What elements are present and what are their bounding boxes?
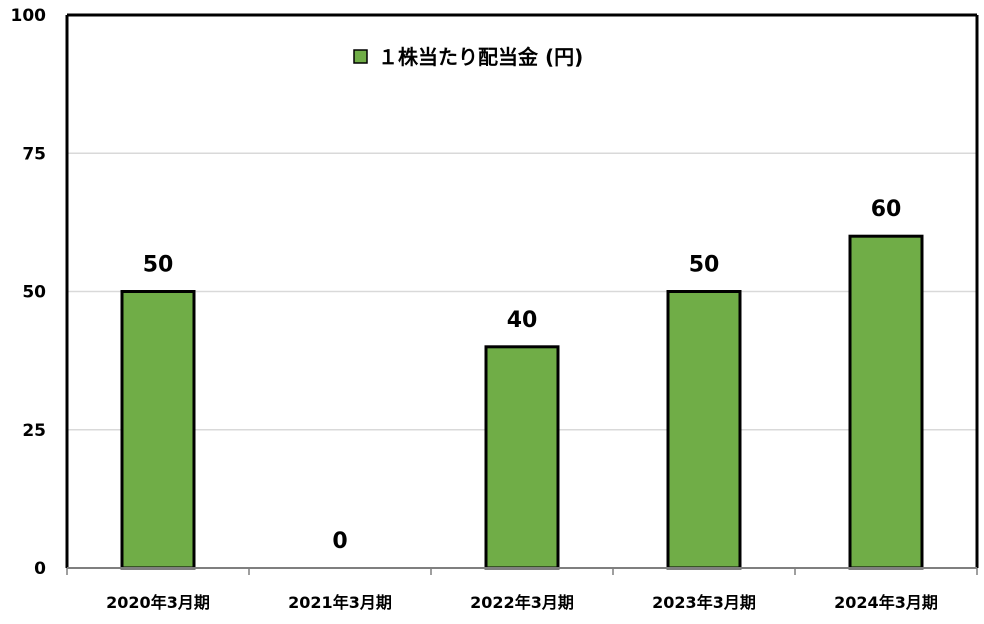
y-tick-label-50: 50 <box>22 283 46 303</box>
x-tick-label-4: 2024年3月期 <box>834 593 938 612</box>
legend-swatch <box>353 49 368 64</box>
bar-2 <box>484 345 560 570</box>
plot-frame <box>65 13 979 575</box>
y-axis-tick-labels: 0 25 50 75 100 <box>11 6 47 579</box>
bars <box>120 234 924 570</box>
x-tick-label-0: 2020年3月期 <box>106 593 210 612</box>
data-labels: 50 0 40 50 60 <box>143 197 902 554</box>
bar-3 <box>666 290 742 570</box>
legend-label: １株当たり配当金 (円) <box>378 45 583 69</box>
x-tick-label-3: 2023年3月期 <box>652 593 756 612</box>
x-axis-tick-labels: 2020年3月期 2021年3月期 2022年3月期 2023年3月期 2024年3月期 <box>106 593 938 612</box>
legend: １株当たり配当金 (円) <box>353 45 583 69</box>
data-label-4: 60 <box>871 197 902 222</box>
y-tick-label-0: 0 <box>34 559 46 579</box>
x-tick-label-2: 2022年3月期 <box>470 593 574 612</box>
y-tick-label-75: 75 <box>22 144 46 164</box>
data-label-3: 50 <box>689 253 720 278</box>
data-label-1: 0 <box>332 529 347 554</box>
x-tick-label-1: 2021年3月期 <box>288 593 392 612</box>
y-tick-label-25: 25 <box>22 421 46 441</box>
bar-0 <box>120 290 196 570</box>
bar-4 <box>848 234 924 570</box>
data-label-2: 40 <box>507 308 538 333</box>
y-tick-label-100: 100 <box>11 6 47 26</box>
data-label-0: 50 <box>143 253 174 278</box>
